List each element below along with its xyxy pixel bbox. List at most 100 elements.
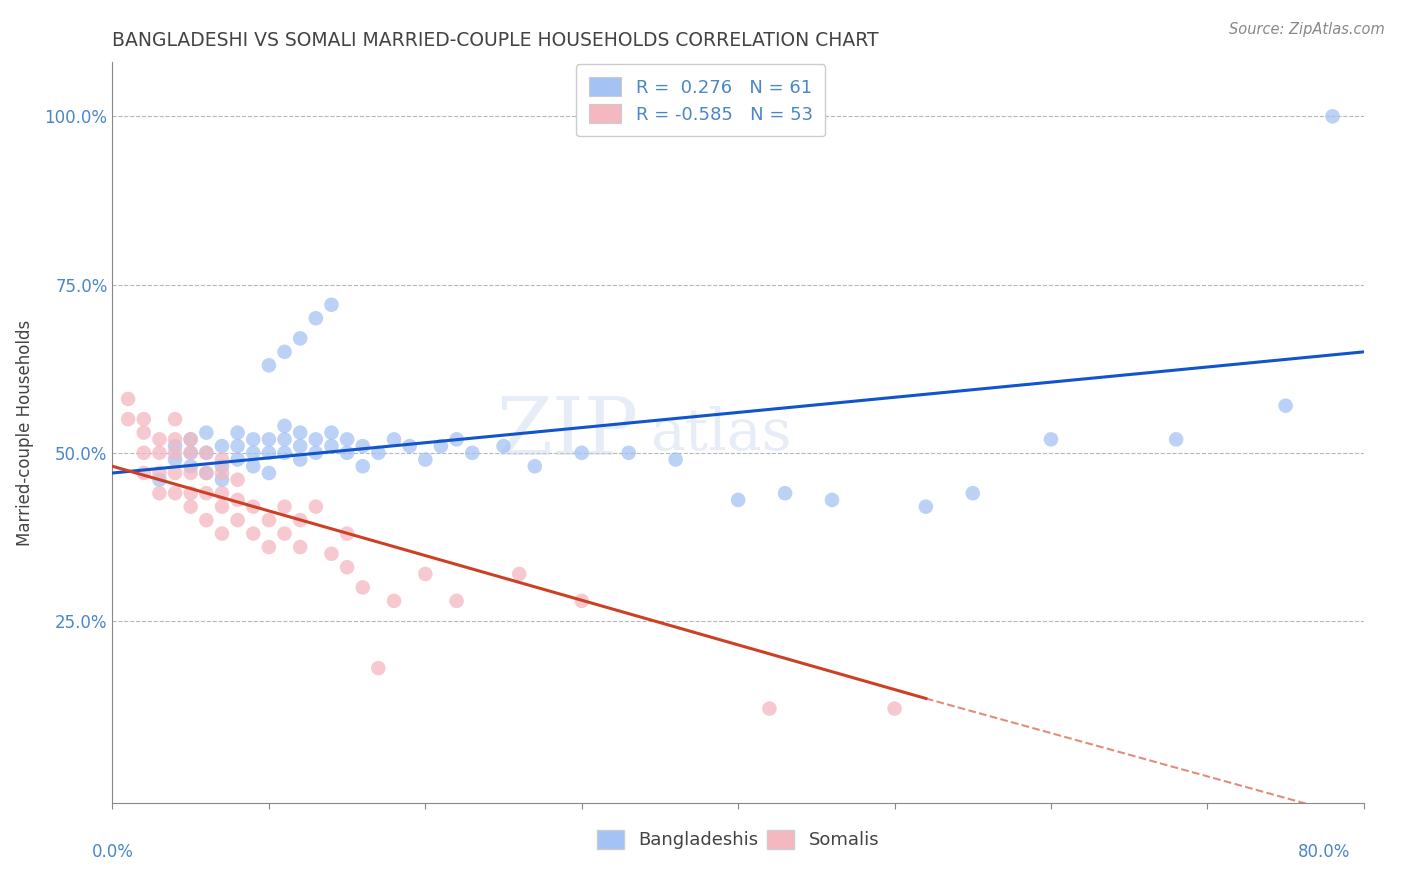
Point bbox=[132, 446, 155, 460]
Point bbox=[273, 526, 295, 541]
Point bbox=[148, 486, 170, 500]
Point bbox=[446, 594, 468, 608]
Point bbox=[352, 459, 374, 474]
Point bbox=[415, 452, 437, 467]
Point bbox=[163, 446, 186, 460]
Point bbox=[758, 701, 780, 715]
Text: ZIP: ZIP bbox=[496, 393, 638, 472]
Point bbox=[180, 466, 202, 480]
Point bbox=[571, 446, 593, 460]
Point bbox=[195, 513, 218, 527]
Point bbox=[290, 540, 312, 554]
Point bbox=[180, 500, 202, 514]
Point bbox=[367, 661, 389, 675]
Point bbox=[132, 425, 155, 440]
Point bbox=[180, 446, 202, 460]
Point bbox=[180, 459, 202, 474]
Point bbox=[195, 466, 218, 480]
Point bbox=[226, 513, 249, 527]
Point bbox=[305, 311, 328, 326]
Point bbox=[571, 594, 593, 608]
Point bbox=[273, 433, 295, 447]
Point bbox=[257, 540, 280, 554]
Point bbox=[211, 439, 233, 453]
Point bbox=[242, 459, 264, 474]
Point bbox=[773, 486, 796, 500]
Point bbox=[257, 513, 280, 527]
Point bbox=[290, 425, 312, 440]
Point bbox=[163, 452, 186, 467]
Point bbox=[321, 439, 343, 453]
Point bbox=[163, 433, 186, 447]
Point bbox=[430, 439, 453, 453]
Point bbox=[132, 466, 155, 480]
Point bbox=[117, 412, 139, 426]
Point bbox=[242, 433, 264, 447]
Point bbox=[382, 594, 405, 608]
Point bbox=[1039, 433, 1063, 447]
Point bbox=[321, 425, 343, 440]
Point bbox=[257, 446, 280, 460]
Point bbox=[211, 466, 233, 480]
Point bbox=[305, 446, 328, 460]
Point bbox=[336, 433, 359, 447]
Point bbox=[367, 446, 389, 460]
Point bbox=[1274, 399, 1296, 413]
Text: Source: ZipAtlas.com: Source: ZipAtlas.com bbox=[1229, 22, 1385, 37]
Point bbox=[180, 486, 202, 500]
Point bbox=[195, 446, 218, 460]
Point bbox=[336, 526, 359, 541]
Point bbox=[211, 473, 233, 487]
Point bbox=[117, 392, 139, 406]
Point bbox=[226, 452, 249, 467]
Point bbox=[132, 412, 155, 426]
Point bbox=[727, 492, 749, 507]
Point bbox=[664, 452, 686, 467]
Point bbox=[226, 425, 249, 440]
Point bbox=[211, 452, 233, 467]
Point bbox=[148, 433, 170, 447]
Text: 0.0%: 0.0% bbox=[91, 843, 134, 861]
Point bbox=[336, 560, 359, 574]
Legend: Bangladeshis, Somalis: Bangladeshis, Somalis bbox=[589, 823, 887, 856]
Point bbox=[163, 412, 186, 426]
Point bbox=[242, 500, 264, 514]
Point bbox=[273, 418, 295, 433]
Point bbox=[352, 581, 374, 595]
Point bbox=[226, 492, 249, 507]
Point bbox=[461, 446, 484, 460]
Point bbox=[226, 473, 249, 487]
Point bbox=[915, 500, 938, 514]
Point bbox=[195, 425, 218, 440]
Point bbox=[195, 446, 218, 460]
Point bbox=[273, 500, 295, 514]
Point bbox=[195, 466, 218, 480]
Point bbox=[290, 439, 312, 453]
Point bbox=[446, 433, 468, 447]
Point bbox=[382, 433, 405, 447]
Point bbox=[352, 439, 374, 453]
Point bbox=[211, 459, 233, 474]
Point bbox=[226, 439, 249, 453]
Point bbox=[163, 439, 186, 453]
Point bbox=[195, 486, 218, 500]
Point bbox=[398, 439, 420, 453]
Point bbox=[321, 547, 343, 561]
Point bbox=[821, 492, 844, 507]
Point bbox=[257, 433, 280, 447]
Point bbox=[163, 466, 186, 480]
Point bbox=[1322, 109, 1344, 123]
Text: 80.0%: 80.0% bbox=[1298, 843, 1350, 861]
Point bbox=[211, 486, 233, 500]
Point bbox=[148, 446, 170, 460]
Point bbox=[211, 526, 233, 541]
Text: BANGLADESHI VS SOMALI MARRIED-COUPLE HOUSEHOLDS CORRELATION CHART: BANGLADESHI VS SOMALI MARRIED-COUPLE HOU… bbox=[112, 30, 879, 50]
Point bbox=[336, 446, 359, 460]
Point bbox=[492, 439, 515, 453]
Point bbox=[273, 344, 295, 359]
Point bbox=[415, 566, 437, 581]
Point bbox=[211, 500, 233, 514]
Point bbox=[180, 433, 202, 447]
Point bbox=[305, 500, 328, 514]
Point bbox=[962, 486, 984, 500]
